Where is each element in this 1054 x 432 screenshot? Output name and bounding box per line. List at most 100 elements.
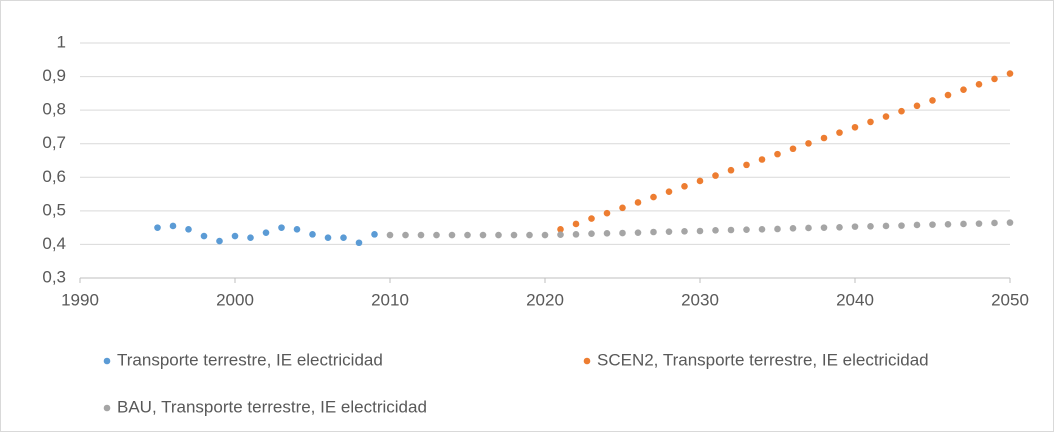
point — [789, 145, 797, 153]
point — [510, 231, 518, 239]
point — [371, 231, 378, 238]
x-tick-label: 1990 — [61, 290, 99, 309]
point — [805, 224, 812, 232]
point — [696, 177, 704, 185]
y-tick-label: 0,7 — [42, 133, 66, 152]
legend-marker — [103, 357, 111, 365]
point — [960, 220, 967, 228]
point — [557, 226, 564, 233]
point — [262, 229, 270, 236]
point — [355, 239, 363, 247]
point — [588, 230, 595, 237]
point — [944, 220, 952, 228]
point — [805, 140, 812, 147]
point — [820, 134, 828, 142]
point — [309, 231, 316, 238]
y-tick-label: 0,5 — [42, 200, 66, 219]
point — [154, 224, 161, 231]
point — [882, 113, 890, 120]
point — [572, 231, 580, 238]
point — [743, 226, 750, 233]
point — [619, 204, 626, 212]
point — [231, 232, 239, 240]
point — [758, 226, 766, 233]
point — [867, 118, 874, 126]
point — [557, 231, 564, 238]
point — [619, 229, 626, 237]
x-tick-label: 2020 — [526, 290, 564, 309]
y-tick-label: 0,8 — [42, 100, 66, 119]
point — [991, 75, 998, 83]
legend-marker — [103, 404, 111, 412]
point — [169, 222, 177, 230]
point — [216, 237, 223, 245]
x-tick-label: 2040 — [836, 290, 874, 309]
point — [975, 220, 983, 227]
point — [464, 231, 471, 239]
point — [634, 199, 642, 206]
point — [681, 228, 688, 235]
point — [929, 97, 936, 104]
point — [185, 226, 192, 233]
point — [1006, 219, 1014, 226]
point — [898, 222, 905, 229]
x-tick-label: 2030 — [681, 290, 719, 309]
point — [588, 215, 595, 222]
y-tick-label: 0,6 — [42, 167, 66, 186]
point — [1006, 70, 1014, 77]
point — [650, 193, 657, 201]
point — [991, 219, 998, 227]
point — [820, 224, 828, 231]
point — [603, 209, 611, 217]
point — [789, 225, 797, 232]
point — [665, 188, 673, 196]
point — [743, 161, 750, 169]
legend-label: SCEN2, Transporte terrestre, IE electric… — [597, 350, 929, 369]
legend-marker — [583, 357, 591, 365]
point — [851, 223, 859, 230]
y-tick-label: 0,4 — [42, 234, 66, 253]
point — [774, 225, 781, 233]
point — [526, 231, 533, 239]
point — [417, 231, 425, 239]
point — [448, 231, 456, 239]
point — [696, 227, 704, 235]
point — [712, 227, 719, 234]
point — [712, 172, 719, 179]
point — [681, 183, 688, 190]
y-tick-label: 0,3 — [42, 267, 66, 286]
point — [650, 228, 657, 236]
point — [293, 226, 301, 233]
point — [200, 232, 208, 240]
point — [402, 231, 409, 239]
point — [495, 231, 502, 239]
point — [433, 231, 440, 239]
point — [929, 221, 936, 228]
point — [247, 234, 254, 242]
point — [727, 166, 735, 174]
point — [898, 107, 905, 115]
point — [572, 220, 580, 228]
point — [867, 223, 874, 230]
point — [836, 129, 843, 136]
point — [479, 231, 487, 239]
x-tick-label: 2050 — [991, 290, 1029, 309]
point — [634, 229, 642, 236]
point — [758, 156, 766, 163]
point — [774, 150, 781, 158]
x-tick-label: 2000 — [216, 290, 254, 309]
point — [913, 102, 921, 110]
y-tick-label: 1 — [57, 32, 66, 51]
point — [882, 222, 890, 230]
legend-label: BAU, Transporte terrestre, IE electricid… — [117, 397, 427, 416]
point — [324, 234, 332, 242]
point — [603, 230, 611, 237]
point — [836, 224, 843, 231]
point — [960, 86, 967, 93]
point — [665, 228, 673, 235]
legend-label: Transporte terrestre, IE electricidad — [117, 350, 383, 369]
point — [975, 80, 983, 88]
point — [851, 123, 859, 131]
